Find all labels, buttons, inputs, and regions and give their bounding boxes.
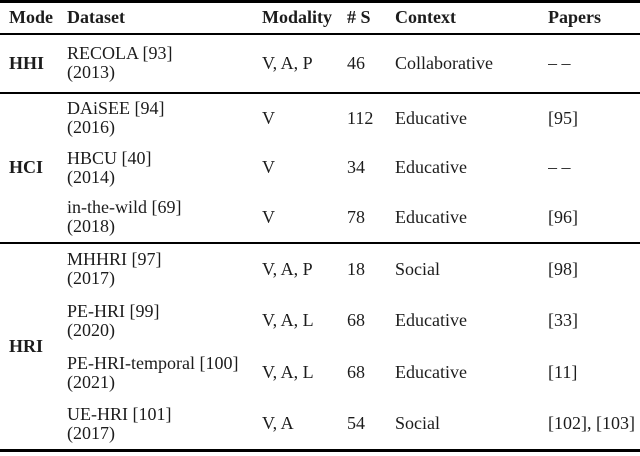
dataset-year: (2013) xyxy=(67,62,115,83)
column-header-dataset: Dataset xyxy=(67,7,125,28)
dataset-year: (2016) xyxy=(67,117,115,138)
column-header-subjects: # S xyxy=(347,7,371,28)
header-row: Mode Dataset Modality # S Context Papers xyxy=(0,2,640,34)
dataset-cell: HBCU [40] (2014) xyxy=(67,143,262,193)
dataset-cell: UE-HRI [101] (2017) xyxy=(67,399,262,451)
column-header-papers: Papers xyxy=(548,7,601,28)
column-header-context: Context xyxy=(395,7,456,28)
modality-cell: V, A, L xyxy=(262,362,314,382)
modality-cell: V, A, P xyxy=(262,258,313,279)
dataset-name: HBCU [40] xyxy=(67,147,152,168)
table-row: HCI DAiSEE [94] (2016) V 112 Educative [… xyxy=(0,93,640,177)
dataset-year: (2017) xyxy=(67,422,115,443)
subjects-cell: 112 xyxy=(347,107,374,128)
modality-cell: V, A, P xyxy=(262,52,313,73)
section-hci: HCI DAiSEE [94] (2016) V 112 Educative [… xyxy=(0,92,640,243)
dataset-cell: DAiSEE [94] (2016) xyxy=(67,93,262,143)
subjects-cell: 18 xyxy=(347,258,365,279)
table-row: HRI MHHRI [97] (2017) V, A, P 18 Social … xyxy=(0,243,640,356)
papers-cell: [11] xyxy=(548,362,578,382)
papers-cell: [102], [103] xyxy=(548,413,635,434)
subjects-cell: 78 xyxy=(347,206,365,227)
dataset-name: in-the-wild [69] xyxy=(67,197,182,218)
papers-cell: [95] xyxy=(548,107,578,128)
subjects-cell: 68 xyxy=(347,310,365,330)
dataset-name: UE-HRI [101] xyxy=(67,403,172,424)
dataset-name: MHHRI [97] xyxy=(67,249,162,269)
table-header: Mode Dataset Modality # S Context Papers xyxy=(0,2,640,34)
dataset-cell: PE-HRI [99] (2020) xyxy=(67,295,262,347)
dataset-year: (2018) xyxy=(67,216,115,237)
dataset-year: (2017) xyxy=(67,268,115,288)
subjects-cell: 68 xyxy=(347,362,365,382)
dataset-cell: MHHRI [97] (2017) xyxy=(67,243,262,295)
dataset-name: RECOLA [93] xyxy=(67,43,173,64)
dataset-year: (2020) xyxy=(67,319,115,340)
column-header-modality: Modality xyxy=(262,7,332,28)
context-cell: Social xyxy=(395,413,440,434)
context-cell: Collaborative xyxy=(395,52,493,73)
context-cell: Social xyxy=(395,258,440,279)
dataset-year: (2014) xyxy=(67,166,115,187)
dataset-name: DAiSEE [94] xyxy=(67,98,165,119)
table-row: HHI RECOLA [93] (2013) V, A, P 46 Collab… xyxy=(0,34,640,93)
context-cell: Educative xyxy=(395,310,467,330)
table-row: HBCU [40] (2014) V 34 Educative – – xyxy=(0,143,640,193)
table-row: PE-HRI-temporal [100] (2021) V, A, L 68 … xyxy=(0,347,640,399)
section-hhi: HHI RECOLA [93] (2013) V, A, P 46 Collab… xyxy=(0,33,640,93)
table-row: PE-HRI [99] (2020) V, A, L 68 Educative … xyxy=(0,295,640,347)
modality-cell: V xyxy=(262,107,275,128)
dataset-year: (2021) xyxy=(67,371,115,392)
dataset-name: PE-HRI [99] xyxy=(67,300,160,321)
dataset-cell: RECOLA [93] (2013) xyxy=(67,34,262,93)
papers-cell: [96] xyxy=(548,206,578,227)
table-row: in-the-wild [69] (2018) V 78 Educative [… xyxy=(0,193,640,243)
mode-cell: HHI xyxy=(9,52,45,73)
modality-cell: V, A xyxy=(262,413,294,434)
modality-cell: V xyxy=(262,206,275,227)
dataset-name: PE-HRI-temporal [100] xyxy=(67,352,239,373)
modality-cell: V, A, L xyxy=(262,310,314,330)
context-cell: Educative xyxy=(395,362,467,382)
dataset-cell: in-the-wild [69] (2018) xyxy=(67,193,262,243)
papers-cell: – – xyxy=(548,157,571,178)
column-header-mode: Mode xyxy=(9,7,53,28)
table-row: UE-HRI [101] (2017) V, A 54 Social [102]… xyxy=(0,399,640,451)
subjects-cell: 54 xyxy=(347,413,365,434)
context-cell: Educative xyxy=(395,157,467,178)
mode-cell: HCI xyxy=(9,157,44,178)
context-cell: Educative xyxy=(395,107,467,128)
mode-cell: HRI xyxy=(9,335,44,356)
modality-cell: V xyxy=(262,157,275,178)
papers-cell: – – xyxy=(548,52,571,73)
papers-cell: [98] xyxy=(548,258,578,279)
section-hri: HRI MHHRI [97] (2017) V, A, P 18 Social … xyxy=(0,242,640,451)
subjects-cell: 34 xyxy=(347,157,365,178)
dataset-cell: PE-HRI-temporal [100] (2021) xyxy=(67,347,262,399)
papers-cell: [33] xyxy=(548,310,578,330)
context-cell: Educative xyxy=(395,206,467,227)
subjects-cell: 46 xyxy=(347,52,365,73)
